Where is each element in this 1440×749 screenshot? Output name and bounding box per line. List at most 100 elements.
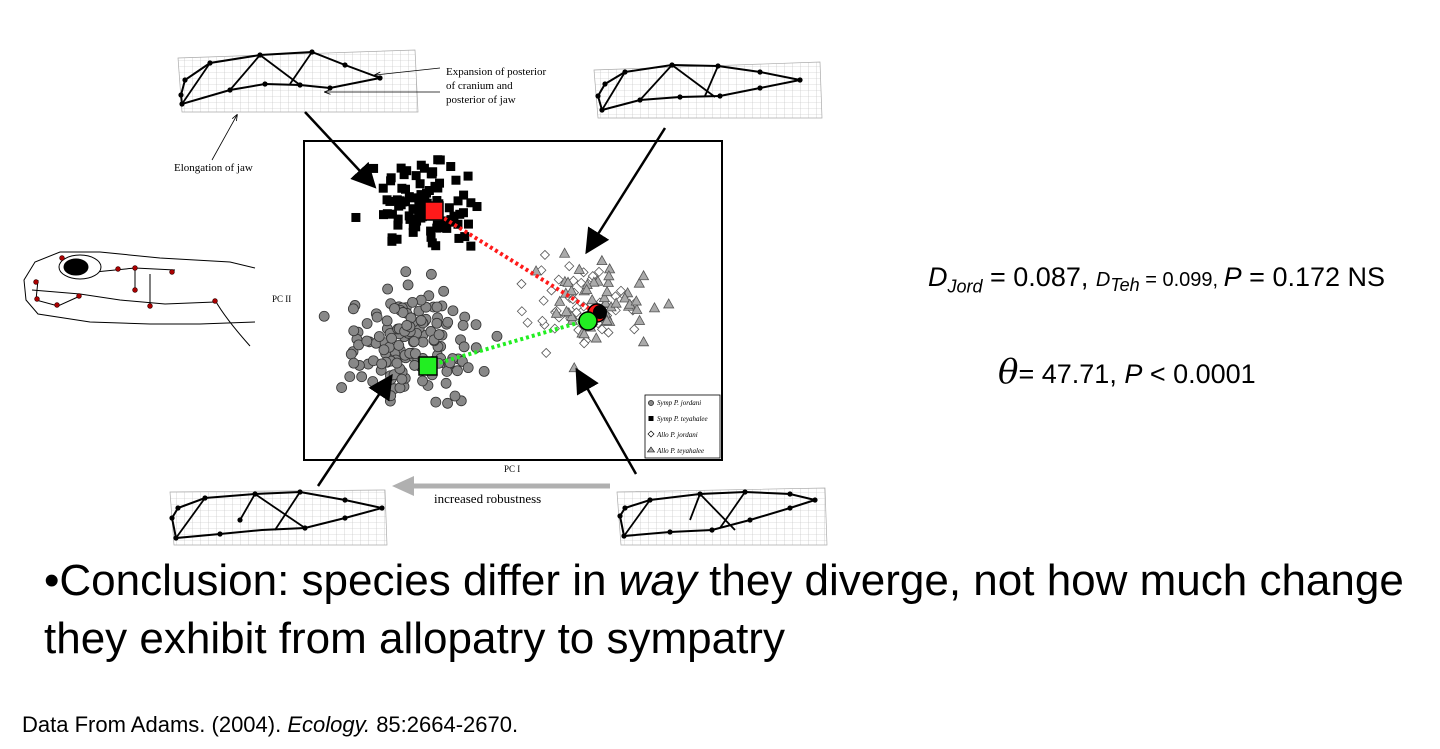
d-jord-symbol: D	[928, 262, 948, 292]
legend-allo-teyahalee: Allo P. teyahalee	[656, 447, 704, 455]
scatter-point	[407, 296, 418, 308]
scatter-point	[588, 276, 600, 287]
deformation-grid-top-left	[177, 49, 419, 113]
symp-jordani-mean	[418, 356, 438, 376]
scatter-point	[381, 315, 393, 327]
robustness-label: increased robustness	[434, 491, 541, 506]
scatter-point	[387, 233, 397, 243]
scatter-point	[409, 360, 420, 371]
scatter-point	[396, 373, 408, 385]
scatter-point	[348, 325, 360, 337]
scatter-point	[382, 283, 394, 295]
bullet-mark: •	[44, 556, 60, 605]
conclusion-emphasis: way	[618, 556, 697, 605]
scatter-point	[397, 183, 407, 193]
scatter-point	[454, 233, 464, 243]
scatter-point	[415, 315, 427, 326]
annotation-expansion-line-3: posterior of jaw	[446, 94, 516, 106]
scatter-point	[637, 269, 650, 281]
axis-label-x: PC I	[504, 464, 520, 474]
theta-value: = 47.71,	[1018, 359, 1125, 389]
deformation-grid-bottom-right	[616, 487, 828, 546]
scatter-point	[415, 201, 425, 211]
scatter-point	[400, 266, 412, 278]
scatter-point	[578, 327, 590, 339]
scatter-point	[427, 238, 437, 248]
scatter-point	[373, 331, 385, 342]
scatter-point	[630, 295, 642, 306]
scatter-point	[596, 324, 608, 335]
scatter-point	[590, 332, 602, 343]
teyahalee-divergence-line	[432, 210, 598, 315]
scatter-point	[438, 285, 450, 297]
deformation-grid-top-right	[593, 61, 823, 119]
scatter-point	[378, 344, 390, 356]
p2-symbol: P	[1124, 359, 1143, 389]
scatter-point	[367, 376, 379, 387]
scatter-point	[610, 297, 622, 308]
scatter-point	[546, 285, 557, 296]
scatter-point	[425, 268, 437, 280]
scatter-point	[393, 214, 403, 224]
scatter-point	[344, 371, 356, 383]
scatter-point	[361, 335, 373, 347]
conclusion-text-after: they diverge, not how much change they e…	[44, 556, 1404, 663]
scatter-point	[448, 217, 458, 227]
scatter-point	[601, 285, 613, 297]
d-jord-value: = 0.087,	[982, 262, 1096, 292]
scatter-point	[602, 276, 615, 287]
conclusion-text-before: Conclusion: species differ in	[59, 556, 619, 605]
scatter-point	[472, 202, 482, 212]
annotation-expansion-line-1: Expansion of posterior	[446, 66, 547, 78]
scatter-point	[580, 283, 593, 295]
scatter-point	[432, 196, 442, 206]
scatter-point	[442, 397, 453, 409]
scatter-point	[417, 212, 427, 222]
scatter-point	[629, 324, 640, 335]
scatter-point	[408, 336, 420, 347]
scatter-point	[361, 318, 373, 329]
scatter-point	[402, 166, 412, 176]
scatter-point	[564, 261, 575, 272]
scatter-point	[432, 220, 442, 230]
scatter-point	[637, 335, 650, 347]
scatter-point	[442, 223, 452, 233]
scatter-point	[392, 234, 402, 244]
scatter-point	[631, 303, 643, 314]
scatter-point	[562, 276, 574, 287]
scatter-point	[478, 365, 490, 377]
citation: Data From Adams. (2004). Ecology. 85:266…	[22, 712, 518, 738]
disparity-statistics: DJord = 0.087, DTeh = 0.099, P = 0.172 N…	[928, 262, 1385, 297]
annotation-expansion-line-2: of cranium and	[446, 80, 513, 92]
scatter-point	[573, 263, 585, 274]
scatter-point	[408, 204, 418, 214]
scatter-point	[541, 347, 552, 358]
scatter-point	[404, 211, 414, 221]
plot-legend: Symp P. jordani Symp P. teyahalee Allo P…	[644, 394, 721, 459]
scatter-point	[596, 254, 608, 266]
citation-journal: Ecology.	[287, 712, 371, 737]
scatter-point	[599, 297, 612, 308]
scatter-point	[336, 382, 348, 393]
scatter-point	[427, 169, 437, 179]
allo-teyahalee-mean-shadow	[593, 305, 607, 319]
scatter-point	[393, 339, 405, 351]
d-jord-subscript: Jord	[947, 276, 983, 297]
scatter-point	[463, 219, 473, 229]
scatter-point	[345, 348, 357, 360]
scatter-point	[396, 163, 406, 173]
scatter-point	[433, 329, 445, 340]
scatter-point	[402, 279, 414, 291]
scatter-point	[586, 293, 598, 305]
scatter-point	[409, 348, 421, 360]
scatter-point	[451, 175, 461, 185]
scatter-point	[386, 332, 397, 344]
scatter-point	[538, 295, 549, 306]
scatter-point	[470, 319, 482, 331]
scatter-point	[550, 307, 563, 318]
d-teh-symbol: D	[1095, 269, 1111, 291]
citation-after: 85:2664-2670.	[370, 712, 519, 737]
d-teh-value: = 0.099,	[1139, 269, 1224, 291]
scatter-point	[491, 330, 503, 342]
scatter-point	[449, 211, 459, 221]
